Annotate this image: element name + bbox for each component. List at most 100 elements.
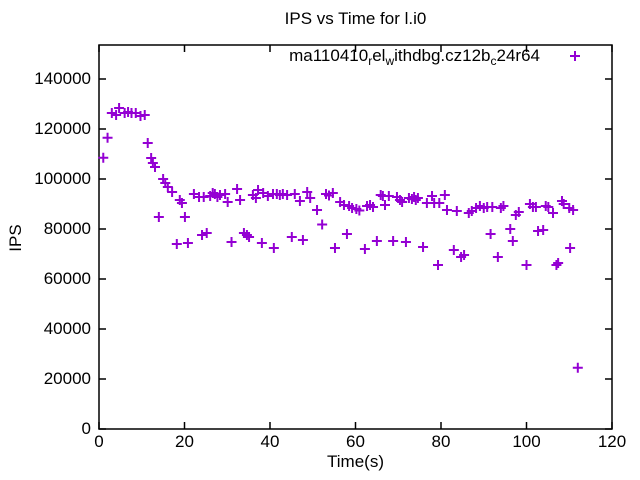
y-tick-label: 140000 [34, 69, 91, 88]
legend-label-part: ithdbg.cz12b [394, 46, 491, 65]
data-point [102, 132, 113, 143]
x-tick-label: 20 [175, 432, 194, 451]
data-point [507, 236, 518, 246]
data-point [568, 205, 579, 215]
data-point [513, 207, 524, 217]
data-point [188, 189, 199, 199]
data-point [182, 238, 193, 248]
x-tick-label: 100 [512, 432, 541, 451]
data-point [439, 190, 450, 200]
data-point [327, 188, 338, 198]
legend-label-subscript: r [368, 54, 373, 68]
data-point [394, 195, 405, 205]
legend-label-subscript: w [385, 54, 395, 68]
data-point [179, 212, 190, 222]
data-point [250, 193, 261, 203]
data-point [538, 225, 549, 235]
legend-label-part: ma110410 [289, 46, 369, 65]
x-axis-label: Time(s) [327, 452, 384, 471]
y-tick-label: 100000 [34, 169, 91, 188]
y-tick-label: 80000 [43, 219, 91, 238]
data-point [451, 206, 462, 216]
data-point [167, 187, 178, 197]
y-tick-label: 120000 [34, 119, 91, 138]
data-point [153, 212, 164, 222]
data-point [485, 229, 496, 239]
data-point [286, 232, 297, 242]
data-point [359, 244, 370, 254]
plot-border [98, 44, 613, 430]
data-point [441, 205, 452, 215]
data-point [146, 153, 157, 163]
data-point [232, 184, 243, 194]
chart-title: IPS vs Time for l.i0 [284, 9, 427, 28]
x-tick-label: 80 [431, 432, 451, 451]
data-point [150, 162, 161, 172]
data-point [256, 238, 267, 248]
data-point [558, 199, 569, 209]
data-point [551, 260, 562, 270]
data-point [418, 242, 429, 252]
data-point [289, 189, 300, 199]
legend: ma110410relwithdbg.cz12bc24r64 [0, 46, 540, 68]
data-point [543, 202, 554, 212]
data-point [302, 187, 313, 197]
data-point [379, 200, 390, 210]
data-point [410, 195, 421, 205]
data-point [341, 229, 352, 239]
x-tick-label: 40 [260, 432, 280, 451]
data-point [371, 236, 382, 246]
data-point [201, 228, 212, 238]
data-point [114, 103, 125, 113]
legend-label-part: el [372, 46, 386, 65]
data-point [565, 243, 576, 253]
data-point [354, 205, 365, 216]
data-point [498, 201, 509, 211]
data-point [530, 202, 541, 212]
data-point [572, 362, 583, 373]
data-point [548, 208, 559, 218]
data-point [492, 252, 503, 262]
data-point [171, 239, 182, 249]
data-point [98, 152, 109, 163]
data-point [434, 198, 445, 208]
data-point [176, 198, 187, 208]
data-point [262, 191, 273, 201]
data-point [305, 193, 316, 203]
data-point [368, 202, 379, 212]
data-point [487, 202, 498, 212]
y-tick-label: 20000 [43, 369, 91, 388]
data-point [244, 232, 255, 242]
legend-marker [570, 51, 580, 61]
data-point [433, 260, 444, 270]
data-point [297, 235, 308, 245]
data-point [521, 260, 532, 270]
data-point [388, 236, 399, 246]
data-point [226, 237, 237, 247]
x-tick-label: 60 [346, 432, 365, 451]
data-point [400, 237, 411, 247]
data-point [294, 196, 305, 206]
data-point [222, 197, 233, 207]
data-point [139, 110, 150, 120]
y-tick-label: 0 [81, 419, 91, 438]
data-point [220, 189, 231, 199]
data-point [142, 138, 153, 148]
data-point [268, 243, 279, 253]
data-point [553, 258, 564, 268]
y-tick-label: 40000 [43, 319, 91, 338]
data-point [397, 197, 408, 207]
x-tick-label: 120 [597, 432, 627, 451]
data-point [505, 224, 516, 234]
data-point [459, 250, 470, 260]
legend-label-part: 24r64 [496, 46, 540, 65]
data-point [448, 245, 459, 255]
data-point [412, 193, 423, 203]
data-point [253, 185, 264, 195]
data-point [329, 243, 340, 253]
data-point [427, 191, 438, 201]
data-point [241, 230, 252, 240]
data-point [312, 205, 323, 215]
data-point [235, 195, 246, 205]
